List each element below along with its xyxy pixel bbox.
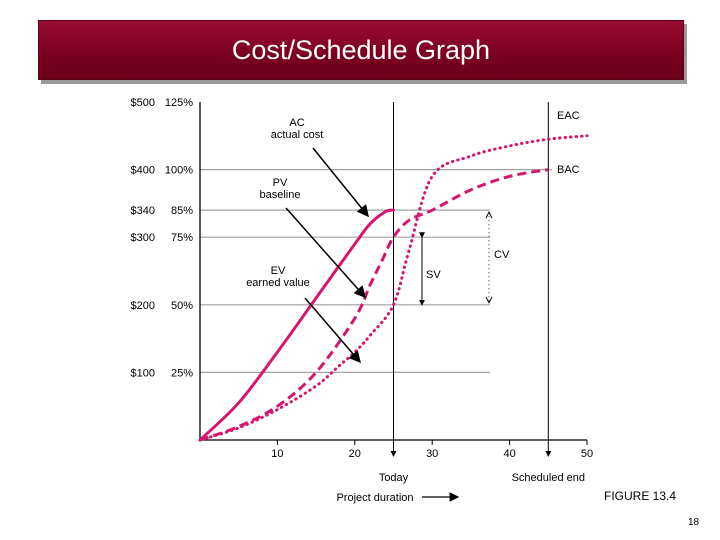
series-ac-leader-arrow <box>312 147 369 218</box>
series-ac-sublabel: actual cost <box>271 129 324 141</box>
y-tick-dollar-400: $400 <box>131 165 155 177</box>
page-number: 18 <box>688 517 700 528</box>
x-tick-label-50: 50 <box>581 448 593 460</box>
y-tick-percent-100: 25% <box>171 367 193 379</box>
cv-arrow-bottom <box>485 296 493 304</box>
y-tick-percent-200: 50% <box>171 300 193 312</box>
y-tick-dollar-300: $300 <box>131 232 155 244</box>
slide-title: Cost/Schedule Graph <box>231 34 491 65</box>
sv-label: SV <box>426 269 441 281</box>
cv-arrow-top <box>485 211 493 219</box>
y-tick-percent-340: 85% <box>171 205 193 217</box>
cv-label: CV <box>494 249 510 261</box>
series-pv-label: PV <box>273 177 288 189</box>
figure-label: FIGURE 13.4 <box>604 489 677 503</box>
x-tick-label-40: 40 <box>503 448 515 460</box>
series-ev-leader-arrow <box>304 297 361 364</box>
x-axis-label: Project duration <box>336 492 413 504</box>
today-label: Today <box>379 472 409 484</box>
y-tick-dollar-340: $340 <box>131 205 155 217</box>
series-ev-line <box>198 134 589 442</box>
bac-label: BAC <box>557 164 580 176</box>
y-tick-dollar-200: $200 <box>131 300 155 312</box>
x-tick-label-30: 30 <box>426 448 438 460</box>
series-ac-line <box>198 208 395 442</box>
y-tick-percent-400: 100% <box>165 165 193 177</box>
title-bar: Cost/Schedule Graph <box>38 20 684 80</box>
scheduled-end-label: Scheduled end <box>512 472 585 484</box>
series-ac-label: AC <box>289 117 304 129</box>
y-tick-percent-300: 75% <box>171 232 193 244</box>
eac-label: EAC <box>557 110 580 122</box>
series-pv-line <box>199 168 549 442</box>
x-tick-label-10: 10 <box>271 448 283 460</box>
y-tick-dollar-500: $500 <box>131 97 155 109</box>
y-tick-dollar-100: $100 <box>131 367 155 379</box>
series-pv-sublabel: baseline <box>260 189 301 201</box>
y-tick-percent-500: 125% <box>165 97 193 109</box>
series-ev-sublabel: earned value <box>246 277 310 289</box>
x-tick-label-20: 20 <box>349 448 361 460</box>
series-ev-label: EV <box>271 265 286 277</box>
series-pv-leader-arrow <box>285 207 366 299</box>
